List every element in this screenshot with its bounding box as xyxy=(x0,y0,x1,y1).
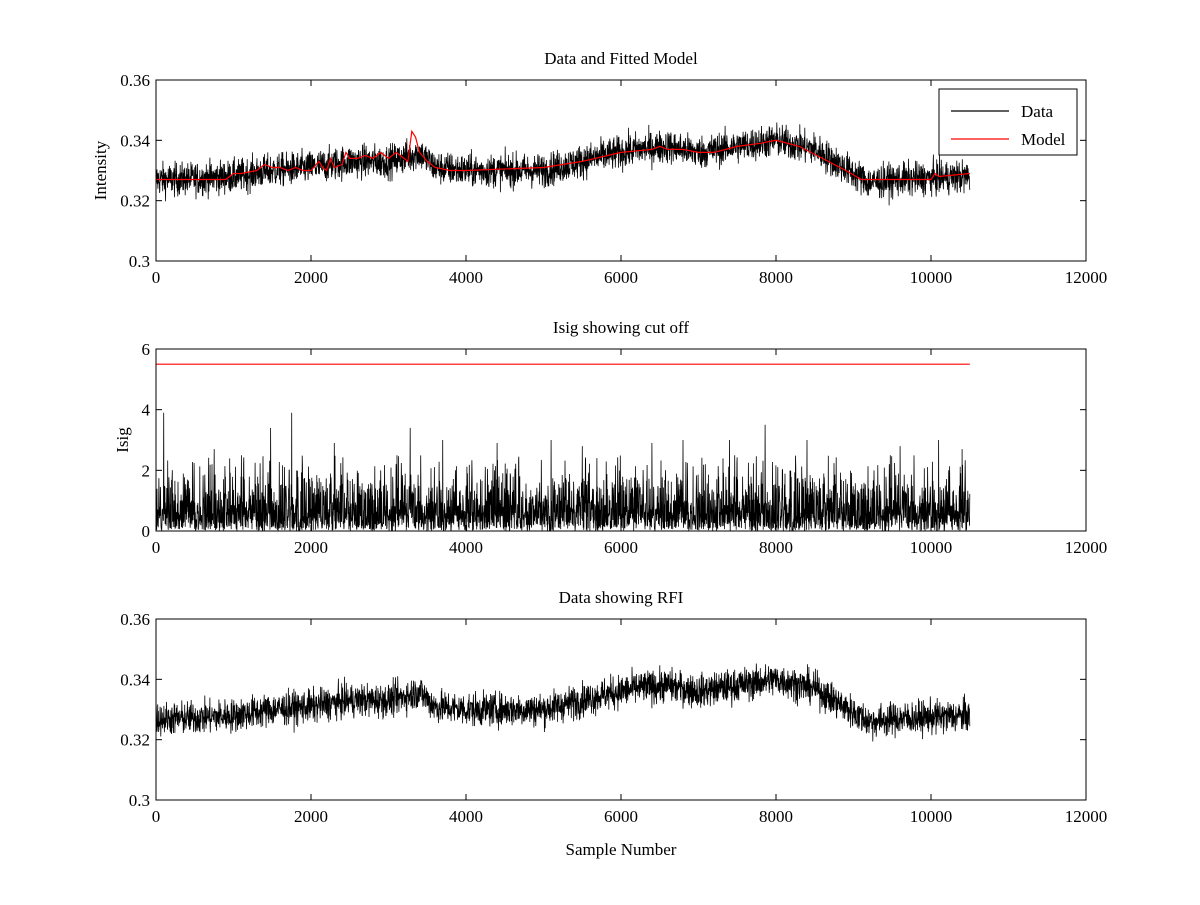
legend-box xyxy=(938,88,1078,156)
subplot-3: 0 2000 4000 6000 8000 10000 12000 0.3 0.32 0.34 0.… xyxy=(120,588,1107,859)
x-tick-label: 4000 xyxy=(449,268,483,287)
plot-area xyxy=(156,363,971,531)
y-tick-label: 0 xyxy=(142,522,151,541)
x-axis-label: Sample Number xyxy=(566,840,677,859)
series-line-data xyxy=(156,122,971,206)
y-tick-label: 0.32 xyxy=(120,731,150,750)
x-tick-label: 10000 xyxy=(910,538,953,557)
y-tick-label: 0.34 xyxy=(120,131,150,150)
chart-title: Data and Fitted Model xyxy=(544,49,698,68)
x-tick-label: 10000 xyxy=(910,807,953,826)
x-tick-label: 4000 xyxy=(449,538,483,557)
x-tick-label: 12000 xyxy=(1065,268,1108,287)
y-tick-label: 0.32 xyxy=(120,192,150,211)
subplot-2: 0 2000 4000 6000 8000 10000 12000 0 2 4 6 Isig show… xyxy=(113,318,1107,557)
x-tick-label: 4000 xyxy=(449,807,483,826)
x-tick-label: 6000 xyxy=(604,268,638,287)
y-tick-label: 4 xyxy=(142,401,151,420)
x-tick-label: 12000 xyxy=(1065,807,1108,826)
plot-area xyxy=(156,122,971,206)
x-tick-label: 6000 xyxy=(604,807,638,826)
series-line-data xyxy=(156,412,971,531)
x-tick-label: 8000 xyxy=(759,268,793,287)
legend-label: Model xyxy=(1021,130,1066,149)
plot-area xyxy=(156,663,971,742)
chart-title: Data showing RFI xyxy=(559,588,684,607)
legend: Data Model xyxy=(938,88,1078,156)
y-tick-label: 0.36 xyxy=(120,71,150,90)
x-tick-label: 12000 xyxy=(1065,538,1108,557)
y-tick-label: 0.36 xyxy=(120,610,150,629)
x-tick-label: 2000 xyxy=(294,268,328,287)
subplot-1: 0 2000 4000 6000 8000 10000 12000 0.3 0.32 0.34 0.… xyxy=(91,49,1107,287)
legend-label: Data xyxy=(1021,102,1054,121)
x-tick-label: 6000 xyxy=(604,538,638,557)
x-tick-label: 0 xyxy=(152,538,161,557)
x-tick-label: 0 xyxy=(152,268,161,287)
x-tick-label: 8000 xyxy=(759,538,793,557)
x-tick-label: 8000 xyxy=(759,807,793,826)
x-tick-label: 2000 xyxy=(294,807,328,826)
x-tick-label: 2000 xyxy=(294,538,328,557)
x-tick-label: 0 xyxy=(152,807,161,826)
series-line-model xyxy=(156,129,970,181)
y-tick-label: 0.34 xyxy=(120,670,150,689)
y-axis-label: Intensity xyxy=(91,140,110,200)
y-tick-label: 2 xyxy=(142,461,151,480)
y-tick-label: 0.3 xyxy=(129,791,150,810)
x-tick-label: 10000 xyxy=(910,268,953,287)
y-axis-label: Isig xyxy=(113,427,132,453)
series-line-data xyxy=(156,663,971,742)
y-tick-label: 6 xyxy=(142,340,151,359)
y-tick-label: 0.3 xyxy=(129,252,150,271)
chart-title: Isig showing cut off xyxy=(553,318,689,337)
